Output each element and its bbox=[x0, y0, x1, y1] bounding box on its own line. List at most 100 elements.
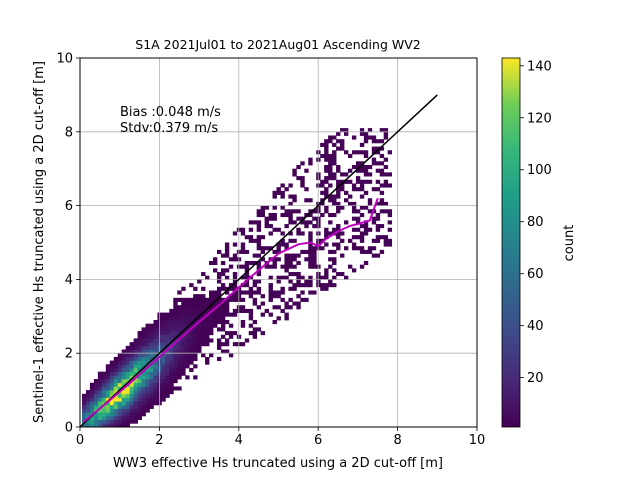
heatmap-cell bbox=[324, 190, 329, 195]
heatmap-cell bbox=[363, 260, 369, 266]
y-tick-label: 2 bbox=[65, 347, 73, 362]
stdv-annotation: Stdv:0.379 m/s bbox=[120, 121, 218, 136]
heatmap-cell bbox=[161, 371, 166, 376]
heatmap-cell bbox=[101, 382, 107, 387]
heatmap-cell bbox=[296, 260, 301, 266]
heatmap-cell bbox=[288, 216, 293, 221]
heatmap-cell bbox=[308, 220, 313, 225]
heatmap-cell bbox=[312, 253, 317, 258]
heatmap-cell bbox=[197, 327, 202, 332]
heatmap-cell bbox=[121, 419, 127, 424]
heatmap-cell bbox=[105, 379, 111, 384]
heatmap-cell bbox=[181, 349, 186, 354]
heatmap-cell bbox=[284, 257, 289, 262]
heatmap-cell bbox=[276, 275, 281, 280]
heatmap-cell bbox=[355, 246, 361, 251]
heatmap-cell bbox=[351, 235, 357, 240]
heatmap-cell bbox=[89, 393, 95, 398]
heatmap-cell bbox=[173, 334, 178, 339]
heatmap-cell bbox=[137, 364, 142, 369]
heatmap-cell bbox=[248, 235, 254, 240]
heatmap-cell bbox=[197, 301, 202, 306]
heatmap-cell bbox=[121, 423, 127, 428]
heatmap-cell bbox=[288, 264, 293, 269]
heatmap-cell bbox=[371, 150, 377, 155]
heatmap-cell bbox=[288, 212, 293, 218]
heatmap-cell bbox=[189, 319, 194, 325]
heatmap-cell bbox=[89, 419, 95, 424]
heatmap-cell bbox=[117, 419, 123, 424]
heatmap-cell bbox=[197, 297, 202, 302]
heatmap-cell bbox=[113, 364, 119, 369]
heatmap-cell bbox=[161, 356, 166, 361]
heatmap-cell bbox=[165, 379, 170, 384]
heatmap-cell bbox=[296, 165, 301, 170]
heatmap-cell bbox=[292, 253, 297, 258]
heatmap-cell bbox=[181, 338, 186, 343]
heatmap-cell bbox=[161, 360, 166, 365]
heatmap-cell bbox=[288, 183, 293, 188]
heatmap-cell bbox=[213, 297, 218, 302]
heatmap-cell bbox=[375, 224, 381, 229]
heatmap-cell bbox=[332, 260, 337, 266]
heatmap-cell bbox=[113, 360, 119, 365]
heatmap-cell bbox=[125, 386, 131, 391]
heatmap-cell bbox=[153, 334, 158, 339]
heatmap-cell bbox=[324, 209, 329, 214]
heatmap-cell bbox=[216, 319, 222, 325]
heatmap-cell bbox=[209, 294, 214, 299]
heatmap-cell bbox=[375, 235, 381, 240]
heatmap-cell bbox=[81, 401, 87, 406]
heatmap-cell bbox=[185, 353, 190, 358]
heatmap-cell bbox=[288, 260, 293, 266]
heatmap-cell bbox=[324, 275, 329, 280]
heatmap-cell bbox=[153, 367, 158, 373]
heatmap-cell bbox=[93, 423, 99, 428]
heatmap-cell bbox=[173, 338, 178, 343]
heatmap-cell bbox=[260, 235, 265, 240]
heatmap-cell bbox=[244, 290, 250, 295]
heatmap-cell bbox=[268, 275, 273, 280]
heatmap-cell bbox=[292, 220, 297, 225]
heatmap-cell bbox=[363, 153, 369, 159]
heatmap-cell bbox=[320, 283, 325, 288]
heatmap-cell bbox=[141, 364, 146, 369]
heatmap-cell bbox=[383, 131, 389, 136]
heatmap-cell bbox=[189, 283, 194, 288]
heatmap-cell bbox=[153, 327, 158, 332]
heatmap-cell bbox=[284, 224, 289, 229]
heatmap-cell bbox=[169, 323, 174, 328]
heatmap-cell bbox=[220, 286, 226, 291]
heatmap-cell bbox=[336, 179, 341, 184]
heatmap-cell bbox=[383, 183, 389, 188]
heatmap-cell bbox=[189, 360, 194, 365]
heatmap-cell bbox=[284, 268, 289, 273]
heatmap-cell bbox=[367, 172, 373, 177]
heatmap-cell bbox=[216, 312, 222, 317]
heatmap-cell bbox=[240, 275, 246, 280]
heatmap-cell bbox=[205, 308, 210, 314]
heatmap-cell bbox=[117, 371, 123, 376]
heatmap-cell bbox=[197, 349, 202, 354]
heatmap-cell bbox=[292, 257, 297, 262]
heatmap-cell bbox=[244, 275, 250, 280]
heatmap-cell bbox=[324, 187, 329, 192]
heatmap-cell bbox=[153, 353, 158, 358]
heatmap-cell bbox=[363, 139, 369, 144]
heatmap-cell bbox=[324, 150, 329, 155]
heatmap-cell bbox=[284, 253, 289, 258]
heatmap-cell bbox=[260, 331, 265, 336]
heatmap-cell bbox=[165, 375, 170, 380]
heatmap-cell bbox=[347, 179, 353, 184]
heatmap-cell bbox=[375, 238, 381, 243]
heatmap-cell bbox=[141, 397, 146, 402]
heatmap-cell bbox=[189, 334, 194, 339]
heatmap-cell bbox=[133, 390, 138, 395]
heatmap-cell bbox=[252, 220, 258, 225]
heatmap-cell bbox=[125, 349, 131, 354]
x-tick-label: 2 bbox=[155, 433, 163, 448]
y-axis-ticks: 0 2 4 6 8 10 bbox=[56, 52, 80, 436]
heatmap-cell bbox=[165, 342, 170, 347]
heatmap-cell bbox=[85, 390, 91, 395]
colorbar-ticks: 20 40 60 80 100 120 140 bbox=[520, 59, 552, 386]
